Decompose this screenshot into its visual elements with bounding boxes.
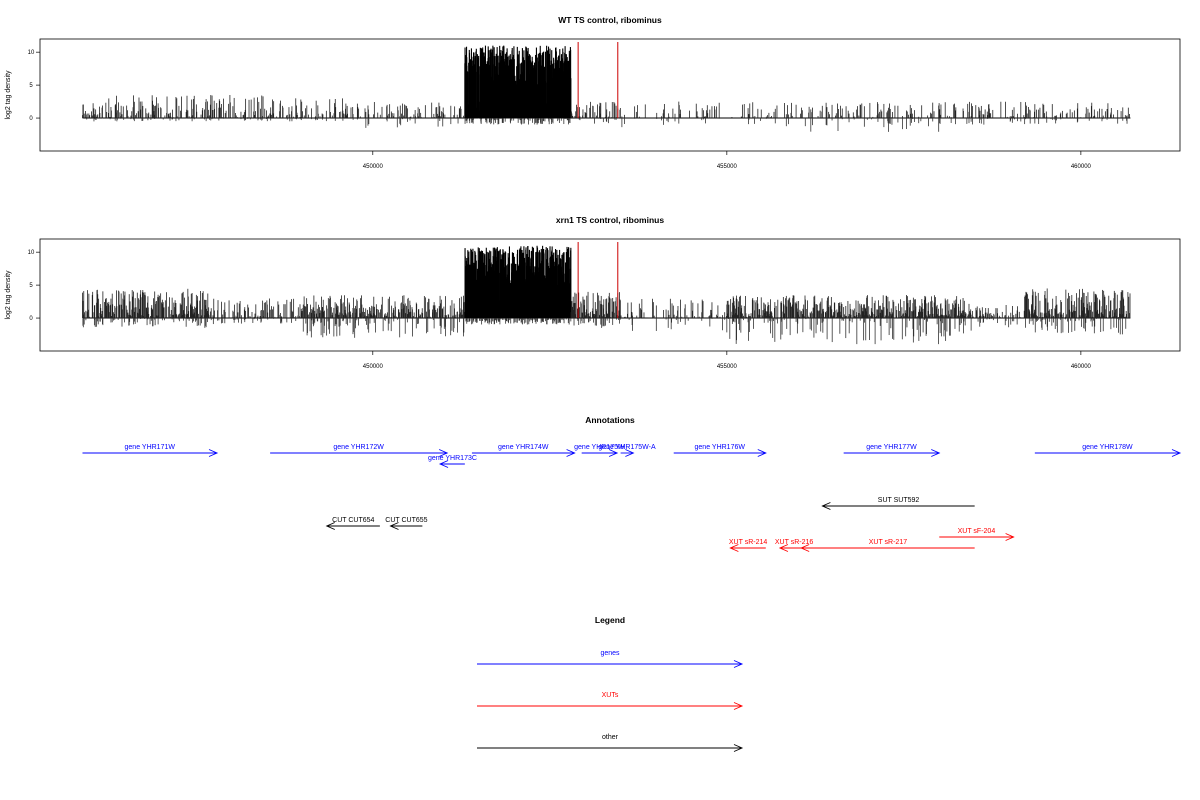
annotation-arrow — [1034, 449, 1182, 457]
legend-label: other — [602, 734, 619, 741]
annotation-arrow — [438, 460, 465, 468]
arrow-head — [821, 502, 831, 510]
plot-frame — [39, 238, 1181, 352]
x-tick-label: 455000 — [717, 164, 738, 170]
annotation-arrow — [939, 533, 1015, 541]
annotation-arrow — [821, 502, 975, 510]
annotation-label: gene YHR175W — [574, 444, 625, 451]
annotation-label: gene YHR176W — [695, 444, 746, 451]
annotation-label: SUT SUT592 — [878, 497, 920, 504]
annotation-label: gene YHR171W — [125, 444, 176, 451]
annotation-arrow — [325, 522, 380, 530]
density-bars — [82, 245, 1131, 345]
annotation-arrow — [82, 449, 219, 457]
plot-frame — [39, 38, 1181, 152]
x-tick-label: 450000 — [363, 164, 384, 170]
arrow-head — [757, 449, 767, 457]
annotation-label: XUT sR-216 — [775, 539, 813, 546]
y-tick-label: 5 — [29, 283, 33, 289]
legend-title: Legend — [595, 615, 625, 625]
x-tick-label: 460000 — [1071, 364, 1092, 370]
arrow-head — [325, 522, 335, 530]
legend-arrow — [477, 744, 744, 752]
annotation-label: gene YHR174W — [498, 444, 549, 451]
annotation-arrow — [471, 449, 576, 457]
legend-arrow — [477, 660, 744, 668]
annotation-label: CUT CUT655 — [385, 517, 427, 524]
arrow-head — [778, 544, 789, 552]
arrow-head — [931, 449, 941, 457]
annotation-arrow — [389, 522, 423, 530]
legend-arrow — [477, 702, 744, 710]
annotation-label: gene YHR172W — [333, 444, 384, 451]
annotation-label: XUT sR-214 — [729, 539, 767, 546]
annotation-label: XUT sF-204 — [958, 528, 996, 535]
arrow-head — [438, 460, 449, 468]
arrow-head — [438, 449, 449, 457]
annotation-label: gene YHR175W-A — [598, 444, 656, 451]
x-tick-label: 455000 — [717, 364, 738, 370]
arrow-head — [729, 544, 739, 552]
annotation-tracks — [82, 449, 1182, 552]
arrow-head — [733, 702, 744, 710]
arrow-head — [566, 449, 576, 457]
annotation-label: gene YHR177W — [866, 444, 917, 451]
arrow-head — [733, 744, 744, 752]
annotation-arrow — [620, 449, 635, 457]
arrow-head — [625, 449, 635, 457]
panel-title: xrn1 TS control, ribominus — [556, 215, 664, 225]
y-axis-label: log2 tag density — [5, 70, 12, 120]
annotation-arrow — [270, 449, 449, 457]
y-axis-label: log2 tag density — [5, 270, 12, 320]
annotation-label: gene YHR173C — [428, 455, 477, 462]
arrow-head — [733, 660, 744, 668]
density-bars — [82, 45, 1130, 132]
annotations-title: Annotations — [585, 415, 635, 425]
arrow-head — [800, 544, 810, 552]
annotation-arrow — [581, 449, 619, 457]
annotation-label: gene YHR178W — [1082, 444, 1133, 451]
arrow-head — [1005, 533, 1015, 541]
annotation-arrow — [673, 449, 767, 457]
y-tick-label: 0 — [29, 116, 33, 122]
y-tick-label: 5 — [29, 83, 33, 89]
legend-label: genes — [600, 650, 620, 657]
arrow-head — [608, 449, 619, 457]
x-tick-label: 460000 — [1071, 164, 1092, 170]
annotation-arrow — [729, 544, 766, 552]
y-tick-label: 0 — [29, 316, 33, 322]
annotation-label: CUT CUT654 — [332, 517, 374, 524]
arrow-head — [389, 522, 399, 530]
arrow-head — [1171, 449, 1182, 457]
arrow-head — [208, 449, 219, 457]
annotation-arrow — [843, 449, 941, 457]
legend-label: XUTs — [602, 692, 619, 699]
y-tick-label: 10 — [28, 50, 35, 56]
panel-title: WT TS control, ribominus — [558, 15, 662, 25]
y-tick-label: 10 — [28, 250, 35, 256]
track-panel-0 — [36, 38, 1181, 155]
annotation-arrow — [800, 544, 975, 552]
track-panel-1 — [36, 238, 1181, 355]
annotation-label: XUT sR-217 — [869, 539, 907, 546]
x-tick-label: 450000 — [363, 364, 384, 370]
